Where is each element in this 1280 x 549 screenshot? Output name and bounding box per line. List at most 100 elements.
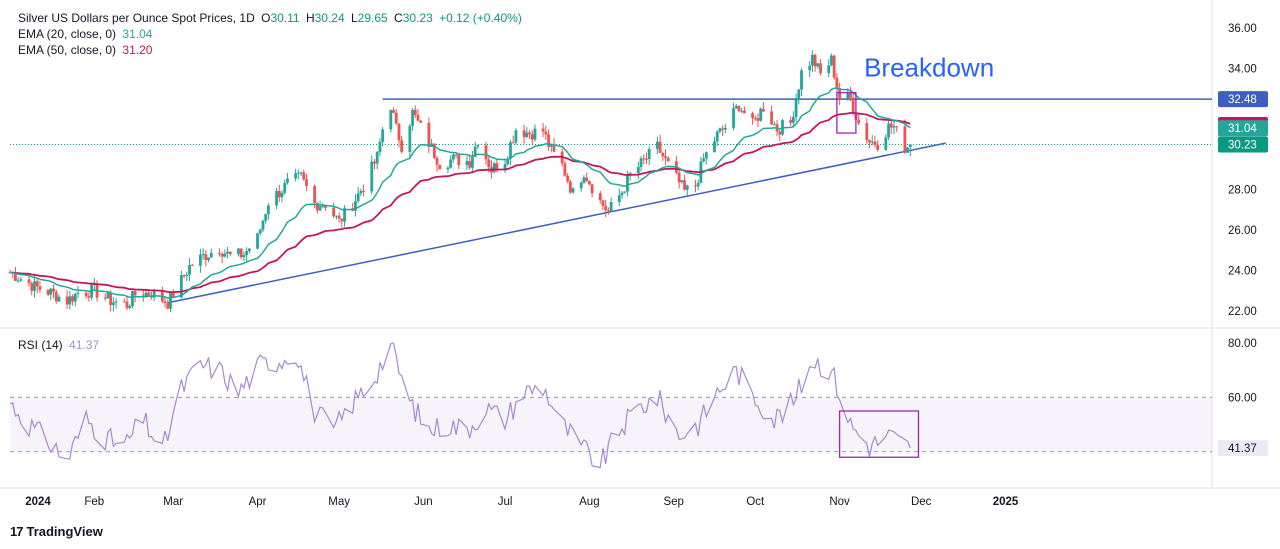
candle-body	[114, 301, 118, 303]
candle-body	[242, 255, 246, 258]
candle	[373, 158, 376, 170]
ema20-value: 31.04	[122, 27, 153, 41]
price-tag-bg	[1218, 136, 1268, 153]
candle-body	[449, 159, 453, 168]
candle	[811, 50, 814, 73]
candle-body	[476, 145, 480, 147]
candle	[759, 107, 763, 122]
candle-body	[451, 154, 455, 160]
rsi-value-tag: 41.37	[1218, 440, 1268, 457]
candle-body	[811, 54, 814, 66]
candle-body	[71, 296, 74, 302]
candle	[819, 59, 822, 76]
candle-body	[639, 158, 643, 167]
candle	[734, 103, 738, 110]
time-tick-label: 2025	[993, 496, 1019, 508]
price-tick-label: 28.00	[1228, 185, 1257, 197]
candle	[906, 146, 909, 153]
candle	[590, 183, 594, 198]
candle	[335, 215, 338, 220]
candle-body	[751, 113, 754, 119]
candle-body	[487, 159, 491, 168]
candle-body	[473, 146, 477, 158]
candle-body	[626, 175, 629, 192]
candle	[598, 190, 602, 204]
candle	[451, 152, 455, 163]
candle	[87, 292, 91, 302]
candle-body	[495, 163, 499, 171]
candle	[337, 212, 341, 223]
candle	[163, 297, 167, 308]
candle	[299, 171, 303, 177]
candle-body	[800, 70, 803, 90]
candle	[704, 151, 708, 165]
tradingview-logo-icon: 17	[10, 524, 24, 539]
candle-body	[835, 77, 839, 89]
candle-body	[492, 163, 496, 173]
candle	[509, 140, 512, 166]
candle	[302, 169, 306, 181]
candle	[696, 179, 700, 191]
candle-body	[661, 152, 665, 157]
candle	[503, 158, 507, 173]
candle	[721, 125, 725, 137]
candle-body	[585, 177, 589, 181]
candle	[220, 251, 224, 264]
candle-body	[147, 292, 151, 296]
candle	[19, 276, 23, 283]
candle	[283, 179, 287, 195]
candle-body	[370, 161, 374, 192]
candle	[636, 161, 640, 180]
candle-body	[321, 205, 325, 207]
candle-body	[218, 252, 221, 254]
candle-body	[552, 145, 556, 152]
candle-body	[185, 274, 189, 277]
candle-body	[623, 191, 627, 193]
candle-body	[566, 175, 569, 182]
candle-body	[277, 191, 281, 198]
candle	[778, 128, 782, 142]
candle	[65, 290, 69, 309]
candle	[568, 179, 572, 194]
candle	[694, 179, 697, 193]
candle	[514, 128, 518, 145]
candle-body	[756, 118, 760, 121]
candle	[131, 290, 134, 309]
time-tick-label: Jul	[498, 496, 513, 508]
candle-body	[778, 131, 782, 135]
candle-body	[378, 141, 382, 153]
candle	[604, 200, 608, 217]
candle-body	[133, 291, 137, 296]
time-tick-label: Mar	[163, 496, 183, 508]
price-tick-label: 26.00	[1228, 225, 1257, 237]
candle	[870, 135, 874, 146]
candle-body	[258, 229, 262, 234]
candle	[277, 184, 281, 202]
candle-body	[609, 202, 613, 212]
candle	[737, 105, 741, 113]
candle-body	[908, 144, 912, 147]
candle	[122, 298, 126, 303]
candle-body	[465, 161, 469, 165]
candle	[381, 126, 385, 147]
candle-body	[702, 158, 705, 162]
price-tick-label: 34.00	[1228, 63, 1257, 75]
time-tick-label: Dec	[911, 496, 932, 508]
candle	[639, 155, 643, 172]
candle-body	[846, 93, 850, 100]
candle	[419, 119, 423, 123]
candle-body	[33, 281, 36, 291]
candle	[677, 167, 681, 189]
candle	[207, 257, 210, 263]
candle-body	[832, 55, 836, 78]
candle	[816, 63, 820, 69]
low-label: L	[350, 11, 358, 25]
price-legend-row: Silver US Dollars per Ounce Spot Prices,…	[18, 10, 525, 26]
candle-body	[247, 248, 251, 252]
candle-body	[362, 190, 365, 192]
candle-body	[753, 118, 757, 120]
candle	[895, 125, 899, 133]
candle	[160, 286, 164, 303]
tradingview-branding[interactable]: 17 TradingView	[10, 524, 103, 539]
